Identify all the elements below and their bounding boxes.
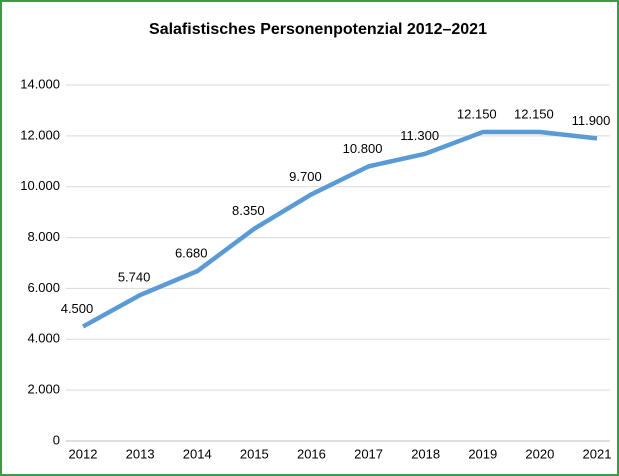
chart-title: Salafistisches Personenpotenzial 2012–20… — [149, 21, 487, 38]
y-tick-label: 6.000 — [27, 280, 60, 295]
x-tick-label: 2013 — [126, 446, 155, 461]
data-label: 8.350 — [232, 203, 265, 218]
x-tick-label: 2014 — [183, 446, 212, 461]
y-tick-label: 2.000 — [27, 382, 60, 397]
y-tick-label: 12.000 — [20, 127, 60, 142]
data-label: 10.800 — [343, 141, 383, 156]
y-tick-label: 10.000 — [20, 178, 60, 193]
data-label: 9.700 — [289, 169, 322, 184]
y-tick-label: 4.000 — [27, 331, 60, 346]
x-tick-label: 2021 — [583, 446, 612, 461]
data-label: 12.150 — [514, 106, 554, 121]
x-tick-label: 2017 — [354, 446, 383, 461]
y-tick-label: 0 — [53, 432, 60, 447]
x-tick-label: 2016 — [297, 446, 326, 461]
data-label: 4.500 — [61, 301, 94, 316]
y-tick-label: 14.000 — [20, 76, 60, 91]
x-tick-label: 2020 — [525, 446, 554, 461]
data-label: 5.740 — [118, 269, 151, 284]
x-tick-label: 2019 — [468, 446, 497, 461]
x-tick-label: 2015 — [240, 446, 269, 461]
data-label: 12.150 — [457, 106, 497, 121]
x-tick-label: 2012 — [69, 446, 98, 461]
data-label: 11.900 — [572, 113, 611, 128]
data-line — [81, 129, 598, 329]
data-label: 11.300 — [400, 128, 439, 143]
data-label: 6.680 — [175, 246, 208, 261]
x-tick-label: 2018 — [411, 446, 440, 461]
y-tick-label: 8.000 — [27, 229, 60, 244]
